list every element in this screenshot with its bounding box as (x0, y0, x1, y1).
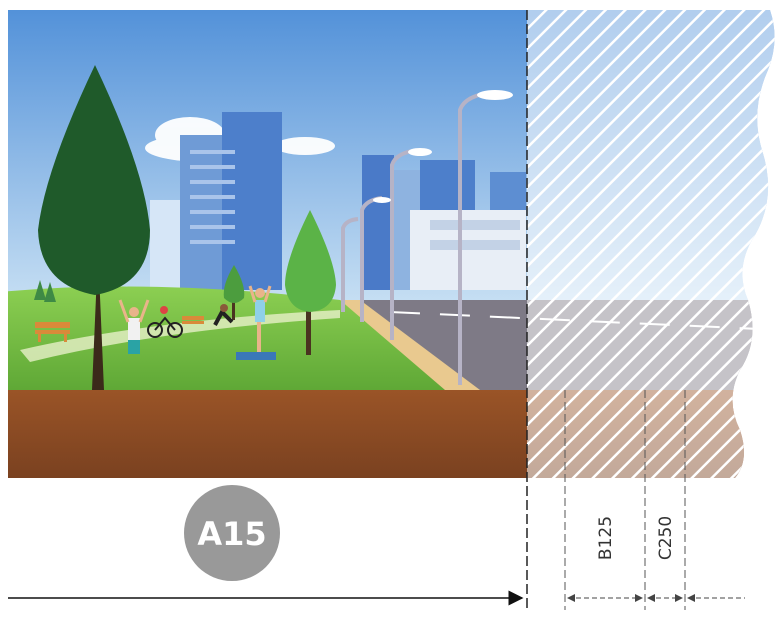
cyclist-icon (147, 306, 183, 338)
person-icon (236, 285, 276, 360)
building-icon (150, 112, 526, 290)
bench-icon (35, 316, 204, 342)
tree-icon (285, 210, 336, 355)
tree-icon (34, 280, 56, 302)
tree-icon (38, 65, 150, 390)
park-scene (8, 10, 775, 478)
c250-label: C250 (656, 516, 676, 560)
dimension-lines (564, 390, 686, 610)
sidewalk (340, 300, 480, 390)
tree-icon (223, 265, 245, 320)
a15-badge: A15 (184, 485, 280, 581)
person-icon (213, 304, 234, 326)
a15-label: A15 (197, 515, 266, 553)
b125-label: B125 (596, 516, 616, 560)
person-icon (118, 299, 150, 354)
